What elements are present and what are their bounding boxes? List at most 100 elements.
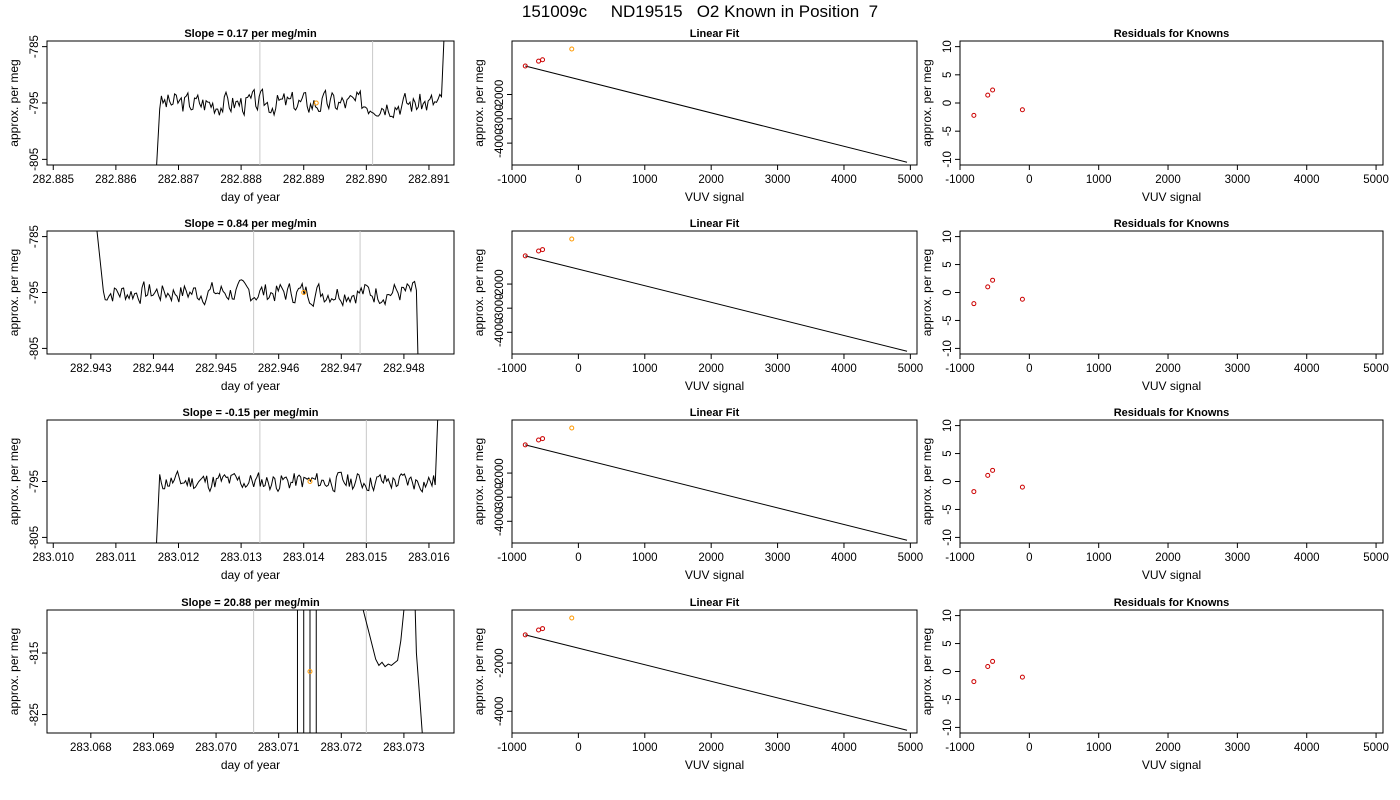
x-ticks: -1000 0 1000 2000 3000 4000 5000 <box>945 165 1389 186</box>
panel-title: Slope = 0.17 per meg/min <box>184 28 317 40</box>
x-tick-label: 283.016 <box>408 552 450 564</box>
y-tick-label: 5 <box>942 640 954 646</box>
x-tick-label: 0 <box>1026 363 1032 375</box>
x-tick-label: 282.887 <box>158 174 200 186</box>
x-tick-label: 5000 <box>898 363 924 375</box>
panel-title: Residuals for Knowns <box>1114 218 1230 230</box>
plot-frame <box>511 40 918 166</box>
y-tick-label: -805 <box>29 148 41 171</box>
x-axis-label: VUV signal <box>685 190 744 204</box>
plot-frame <box>511 609 918 734</box>
panel-r2-c2: Linear Fit -1000 0 1000 2000 3000 4000 5000 -200… <box>472 218 923 393</box>
y-ticks: 10 5 0 -5 -10 <box>942 40 960 168</box>
x-tick-label: -1000 <box>497 742 526 754</box>
unknown-point <box>301 290 307 295</box>
x-tick-label: 1000 <box>1086 363 1112 375</box>
x-tick-label: 0 <box>575 174 581 186</box>
plot-frame <box>959 419 1384 544</box>
x-tick-label: 283.071 <box>258 742 300 754</box>
x-ticks: -1000 0 1000 2000 3000 4000 5000 <box>497 354 923 375</box>
signal-trace <box>156 41 445 165</box>
y-tick-label: -805 <box>29 526 41 549</box>
y-tick-label: -2000 <box>494 80 506 109</box>
x-tick-label: 1000 <box>632 742 658 754</box>
y-axis-label: approx. per meg <box>7 438 21 525</box>
y-tick-label: -10 <box>942 340 954 357</box>
x-tick-label: 283.011 <box>96 552 137 564</box>
x-tick-label: 0 <box>575 363 581 375</box>
residual-point <box>1019 296 1025 302</box>
y-tick-label: -805 <box>29 337 41 360</box>
x-axis-label: VUV signal <box>685 568 744 582</box>
x-tick-label: 3000 <box>765 363 791 375</box>
x-tick-label: 3000 <box>765 742 791 754</box>
plot-area <box>971 87 1025 118</box>
y-tick-label: 10 <box>942 609 954 622</box>
x-tick-label: 283.013 <box>220 552 262 564</box>
x-tick-label: 5000 <box>1363 742 1389 754</box>
y-axis-label: approx. per meg <box>920 628 934 715</box>
y-tick-label: 10 <box>942 40 954 53</box>
x-tick-label: 5000 <box>898 742 924 754</box>
x-tick-label: 2000 <box>1155 363 1181 375</box>
fit-line <box>525 634 908 731</box>
x-ticks: -1000 0 1000 2000 3000 4000 5000 <box>945 543 1389 564</box>
x-tick-label: 283.014 <box>283 552 325 564</box>
x-tick-label: 283.070 <box>195 742 237 754</box>
y-ticks: 10 5 0 -5 -10 <box>942 419 960 546</box>
y-axis-label: approx. per meg <box>472 438 486 525</box>
x-tick-label: 3000 <box>765 552 791 564</box>
x-axis-label: day of year <box>221 568 280 582</box>
x-tick-label: 283.012 <box>158 552 200 564</box>
x-tick-label: 3000 <box>765 174 791 186</box>
residual-point <box>990 467 996 473</box>
x-axis-label: day of year <box>221 758 280 772</box>
x-tick-label: 4000 <box>831 742 857 754</box>
plot-area <box>522 425 908 541</box>
y-tick-label: -4000 <box>494 128 506 157</box>
x-tick-label: 2000 <box>698 174 724 186</box>
y-tick-label: -795 <box>29 470 41 493</box>
residual-point <box>990 87 996 93</box>
y-tick-label: -3000 <box>494 104 506 133</box>
x-tick-label: 282.944 <box>133 363 175 375</box>
x-tick-label: 4000 <box>1294 363 1320 375</box>
x-tick-label: 5000 <box>1363 363 1389 375</box>
panel-title: Linear Fit <box>690 28 740 40</box>
plot-area <box>522 236 908 352</box>
unknown-point <box>569 46 575 52</box>
y-ticks: -785 -795 -805 <box>29 225 47 360</box>
y-axis-label: approx. per meg <box>472 249 486 336</box>
residual-point <box>971 489 977 495</box>
x-tick-label: 283.010 <box>32 552 74 564</box>
x-ticks: -1000 0 1000 2000 3000 4000 5000 <box>497 733 923 754</box>
x-tick-label: 282.888 <box>220 174 262 186</box>
x-tick-label: 2000 <box>698 742 724 754</box>
y-tick-label: -10 <box>942 529 954 546</box>
residual-point <box>1019 674 1025 680</box>
y-axis-label: approx. per meg <box>7 59 21 146</box>
x-tick-label: 2000 <box>1155 742 1181 754</box>
y-tick-label: -4000 <box>494 318 506 347</box>
plot-area <box>522 615 908 731</box>
x-tick-label: 1000 <box>632 552 658 564</box>
known-point <box>536 248 542 254</box>
panel-r3-c3: Residuals for Knowns -1000 0 1000 2000 3000 40… <box>920 407 1389 582</box>
x-ticks: -1000 0 1000 2000 3000 4000 5000 <box>945 733 1389 754</box>
y-tick-label: 10 <box>942 419 954 432</box>
panel-title: Linear Fit <box>690 407 740 419</box>
y-tick-label: -785 <box>29 225 41 248</box>
panel-title: Slope = -0.15 per meg/min <box>182 407 318 419</box>
y-axis-label: approx. per meg <box>7 628 21 715</box>
unknown-point <box>307 479 313 484</box>
x-axis-label: VUV signal <box>685 379 744 393</box>
y-ticks: -795 -805 <box>29 470 47 549</box>
x-axis-label: VUV signal <box>685 758 744 772</box>
x-tick-label: 5000 <box>1363 174 1389 186</box>
x-axis-label: day of year <box>221 379 280 393</box>
x-tick-label: -1000 <box>497 552 526 564</box>
x-ticks: -1000 0 1000 2000 3000 4000 5000 <box>497 165 923 186</box>
y-tick-label: -4000 <box>494 697 506 726</box>
